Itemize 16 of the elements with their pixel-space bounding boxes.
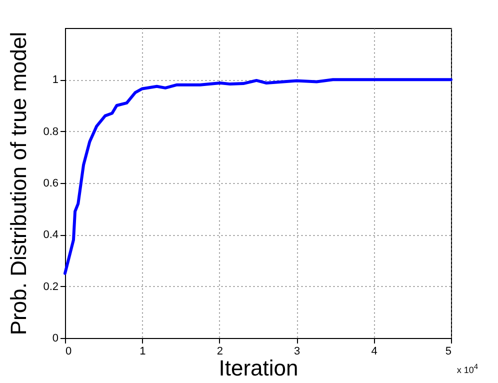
x-tick-label: 1 <box>140 346 146 358</box>
x-tick-label: 4 <box>371 346 378 358</box>
x-tick-label: 2 <box>216 346 223 358</box>
line-series <box>64 78 452 275</box>
y-tick-label: 1 <box>52 74 58 86</box>
y-axis-title: Prob. Distribution of true model <box>6 32 32 336</box>
x-tick-label: 3 <box>294 346 300 358</box>
y-tick-label: 0.2 <box>43 280 58 293</box>
y-tick-label: 0 <box>52 332 58 344</box>
x-tick-label: 5 <box>445 346 452 358</box>
text: x 10$^{4}$ <box>456 362 478 375</box>
x-axis-title: Iteration <box>218 356 298 380</box>
y-tick-label: 0.6 <box>43 178 58 190</box>
x-tick-label: 0 <box>66 346 72 358</box>
y-tick-label: 0.8 <box>43 126 58 138</box>
y-tick-label: 0.4 <box>43 229 58 242</box>
